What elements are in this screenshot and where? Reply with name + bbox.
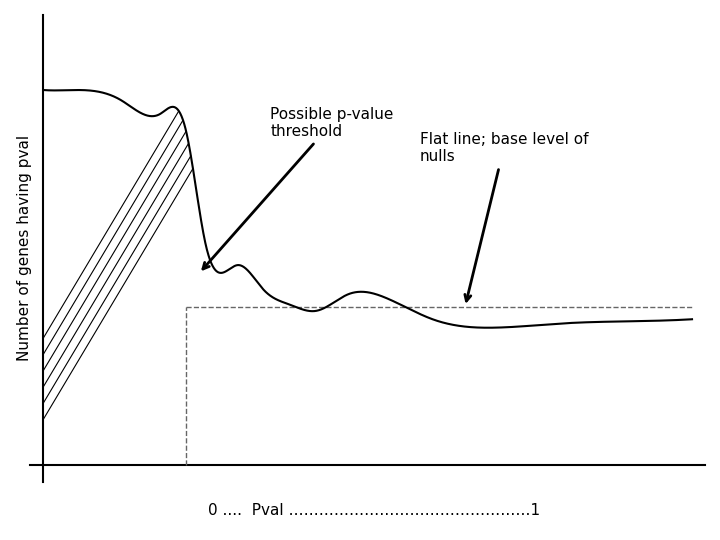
Y-axis label: Number of genes having pval: Number of genes having pval: [17, 136, 32, 361]
Text: Possible p-value
threshold: Possible p-value threshold: [203, 107, 394, 269]
Text: 0 ....  Pval …………………………………………1: 0 .... Pval …………………………………………1: [208, 503, 541, 518]
Text: Flat line; base level of
nulls: Flat line; base level of nulls: [420, 132, 588, 301]
